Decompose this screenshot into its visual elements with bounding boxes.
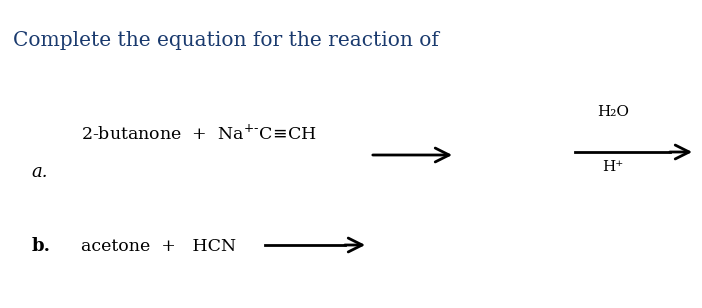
Text: b.: b. <box>32 237 51 255</box>
Text: acetone  +   HCN: acetone + HCN <box>81 238 236 255</box>
Text: Complete the equation for the reaction of: Complete the equation for the reaction o… <box>13 31 439 50</box>
Text: a.: a. <box>32 164 48 181</box>
Text: H₂O: H₂O <box>597 105 629 119</box>
Text: H⁺: H⁺ <box>602 160 623 174</box>
Text: 2-butanone  +  Na$^{+\text{-}}$C$\!\equiv\!$CH: 2-butanone + Na$^{+\text{-}}$C$\!\equiv\… <box>81 124 317 144</box>
